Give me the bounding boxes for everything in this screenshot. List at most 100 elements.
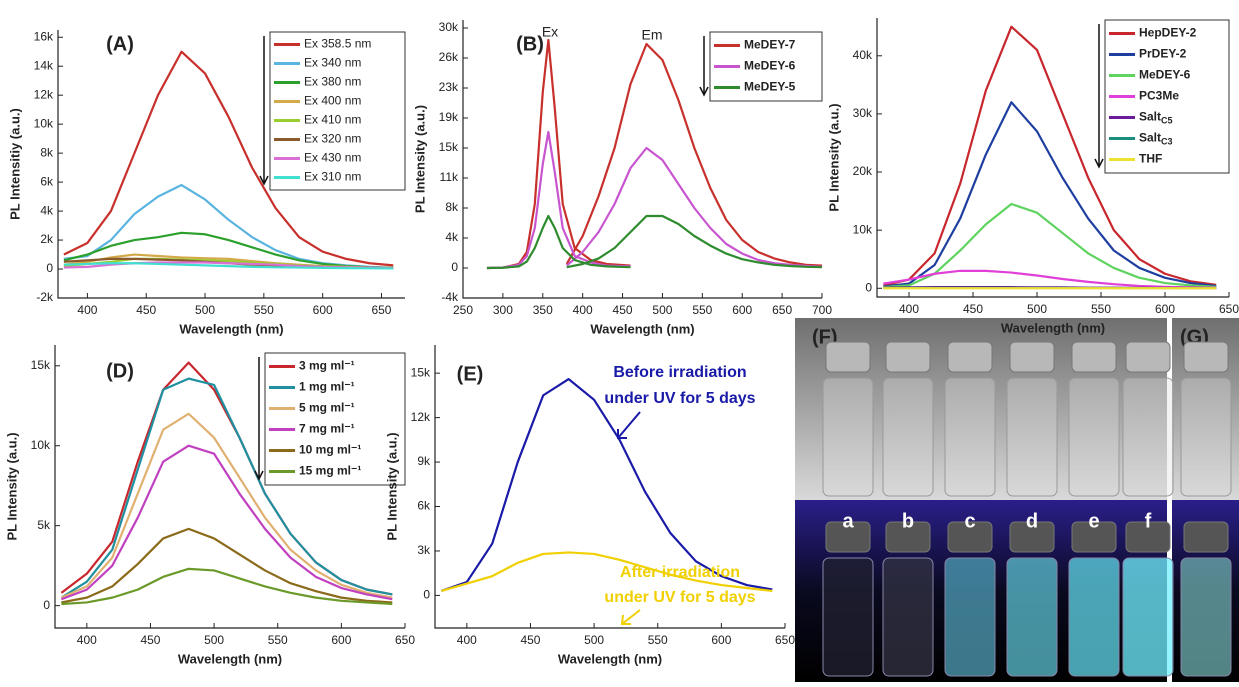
x-tick-label: 400 [457, 633, 477, 647]
legend-name: 5 mg ml⁻¹ [299, 401, 355, 415]
y-tick-label: 8k [40, 145, 54, 159]
annotation-arrow [618, 412, 640, 438]
data-line [567, 216, 822, 267]
legend-subscript: C5 [1161, 116, 1173, 126]
legend-name: PC3Me [1139, 89, 1179, 103]
x-tick-label: 600 [331, 633, 351, 647]
data-line [487, 216, 631, 268]
x-tick-label: 600 [1155, 302, 1175, 316]
legend-entry: MeDEY-7 [744, 38, 796, 52]
legend-entry: 3 mg ml⁻¹ [299, 359, 355, 373]
x-tick-label: 450 [140, 633, 160, 647]
x-tick-label: 400 [77, 633, 97, 647]
y-tick-label: 15k [439, 140, 459, 154]
legend-entry: MeDEY-6 [1139, 68, 1191, 82]
vial-body [1069, 378, 1119, 496]
legend-name: Ex 380 nm [304, 75, 361, 89]
annotation: under UV for 5 days [604, 390, 755, 407]
x-axis-label: Wavelength (nm) [558, 651, 662, 666]
x-tick-label: 250 [453, 303, 473, 317]
vial-body [1007, 378, 1057, 496]
annotation: under UV for 5 days [604, 589, 755, 606]
x-tick-label: 650 [1219, 302, 1239, 316]
x-tick-label: 400 [899, 302, 919, 316]
x-axis-label: Wavelength (nm) [1001, 320, 1105, 335]
x-tick-label: 650 [395, 633, 415, 647]
legend-entry: 7 mg ml⁻¹ [299, 422, 355, 436]
legend-name: Salt [1139, 110, 1161, 124]
y-tick-label: 23k [439, 80, 459, 94]
legend-entry: MeDEY-6 [744, 59, 796, 73]
legend-entry: THF [1139, 152, 1162, 166]
legend-arrow [700, 36, 708, 95]
x-tick-label: 500 [584, 633, 604, 647]
vial-body [1123, 378, 1173, 496]
legend-name: MeDEY-7 [744, 38, 796, 52]
legend-entry: Ex 410 nm [304, 113, 361, 127]
y-tick-label: -2k [36, 290, 54, 304]
data-line [64, 185, 393, 268]
x-tick-label: 600 [732, 303, 752, 317]
y-tick-label: 10k [34, 116, 54, 130]
vial-cap [1184, 342, 1228, 372]
x-axis-label: Wavelength (nm) [179, 321, 283, 336]
x-tick-label: 400 [77, 303, 97, 317]
vial-label: f [1145, 510, 1152, 532]
legend-arrow [1095, 24, 1103, 167]
legend-name: 7 mg ml⁻¹ [299, 422, 355, 436]
legend-name: PrDEY-2 [1139, 47, 1187, 61]
y-tick-label: 12k [411, 410, 431, 424]
vial-cap [1010, 342, 1054, 372]
y-tick-label: -4k [441, 290, 459, 304]
x-tick-label: 450 [963, 302, 983, 316]
x-tick-label: 550 [268, 633, 288, 647]
vial-body [945, 378, 995, 496]
x-tick-label: 550 [254, 303, 274, 317]
legend-name: Salt [1139, 131, 1161, 145]
legend-entry: Ex 430 nm [304, 151, 361, 165]
vial-body [1181, 378, 1231, 496]
legend-name: Ex 400 nm [304, 94, 361, 108]
legend-name: MeDEY-6 [1139, 68, 1191, 82]
y-tick-label: 0 [423, 588, 430, 602]
x-tick-label: 400 [573, 303, 593, 317]
y-tick-label: 5k [37, 518, 51, 532]
x-tick-label: 300 [493, 303, 513, 317]
y-tick-label: 9k [417, 454, 431, 468]
x-tick-label: 500 [204, 633, 224, 647]
legend-name: Ex 340 nm [304, 56, 361, 70]
vial-body [1181, 558, 1231, 676]
legend-entry: Ex 310 nm [304, 170, 361, 184]
legend-entry: 5 mg ml⁻¹ [299, 401, 355, 415]
vial-body [1007, 558, 1057, 676]
x-tick-label: 600 [711, 633, 731, 647]
legend-entry: Ex 380 nm [304, 75, 361, 89]
panel-label: (B) [516, 33, 544, 55]
legend-name: Ex 358.5 nm [304, 37, 371, 51]
x-tick-label: 350 [533, 303, 553, 317]
legend-name: 15 mg ml⁻¹ [299, 464, 361, 478]
vial-cap [826, 342, 870, 372]
x-tick-label: 500 [652, 303, 672, 317]
legend-entry: 10 mg ml⁻¹ [299, 443, 361, 457]
vial-cap [1184, 522, 1228, 552]
data-line [487, 40, 631, 268]
vial-cap [886, 342, 930, 372]
legend-arrow [260, 36, 268, 184]
y-axis-label: PL Intensitiy (a.u.) [7, 108, 22, 220]
x-tick-label: 450 [520, 633, 540, 647]
y-tick-label: 19k [439, 110, 459, 124]
annotation: After irradiation [620, 564, 740, 581]
legend-subscript: C3 [1161, 137, 1173, 147]
vial-body [945, 558, 995, 676]
x-tick-label: 600 [313, 303, 333, 317]
vial-body [823, 378, 873, 496]
vial-body [883, 558, 933, 676]
y-tick-label: 10k [31, 438, 51, 452]
y-axis-label: PL Intensity (a.u.) [4, 432, 19, 540]
vial-label: c [964, 510, 975, 532]
y-tick-label: 15k [31, 358, 51, 372]
legend-name: MeDEY-6 [744, 59, 796, 73]
legend-entry: 1 mg ml⁻¹ [299, 380, 355, 394]
